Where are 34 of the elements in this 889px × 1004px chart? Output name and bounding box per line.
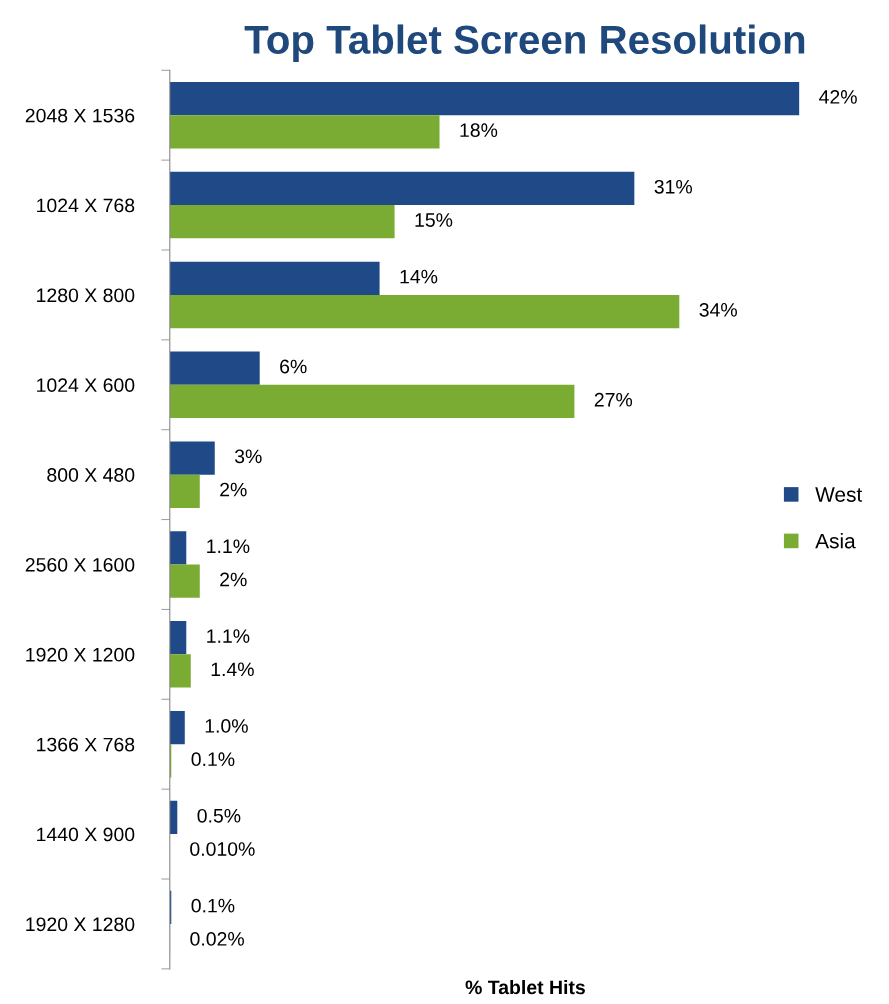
y-tick-label: 1280 X 800	[37, 288, 135, 303]
y-tick-label: 2560 X 1600	[25, 557, 135, 572]
data-label: 1.1%	[207, 629, 250, 643]
y-tick-label: 1024 X 600	[37, 378, 135, 393]
data-label: 2%	[220, 572, 247, 587]
data-label: 3%	[234, 449, 262, 464]
y-tick-label: 1366 X 768	[37, 737, 135, 752]
y-tick-label: 1920 X 1280	[26, 917, 135, 932]
legend-label: West	[815, 487, 863, 502]
data-label: 34%	[699, 303, 737, 317]
data-label: 27%	[594, 392, 633, 407]
y-tick-label: 1024 X 768	[37, 198, 135, 213]
data-label: 31%	[654, 179, 693, 194]
data-label: 14%	[400, 269, 438, 284]
y-tick-label: 1920 X 1200	[26, 647, 135, 662]
x-axis-title: % Tablet Hits	[465, 979, 585, 995]
legend-label: Asia	[815, 533, 856, 549]
data-label: 0.02%	[190, 932, 244, 946]
data-label: 1.1%	[207, 539, 250, 554]
data-label: 15%	[415, 213, 453, 227]
data-label: 0.1%	[191, 752, 235, 767]
data-label: 1.4%	[211, 662, 254, 677]
data-label: 6%	[280, 359, 307, 374]
chart-title: Top Tablet Screen Resolution	[244, 24, 805, 62]
y-tick-label: 1440 X 900	[37, 827, 135, 842]
data-label: 42%	[819, 90, 857, 104]
y-tick-label: 800 X 480	[47, 468, 135, 482]
data-label: 18%	[460, 123, 498, 138]
data-label: 0.5%	[197, 808, 241, 823]
data-label: 2%	[220, 482, 247, 497]
data-label: 0.1%	[191, 898, 235, 913]
data-label: 1.0%	[205, 719, 248, 733]
y-tick-label: 2048 X 1536	[25, 108, 135, 123]
data-label: 0.010%	[190, 842, 255, 856]
